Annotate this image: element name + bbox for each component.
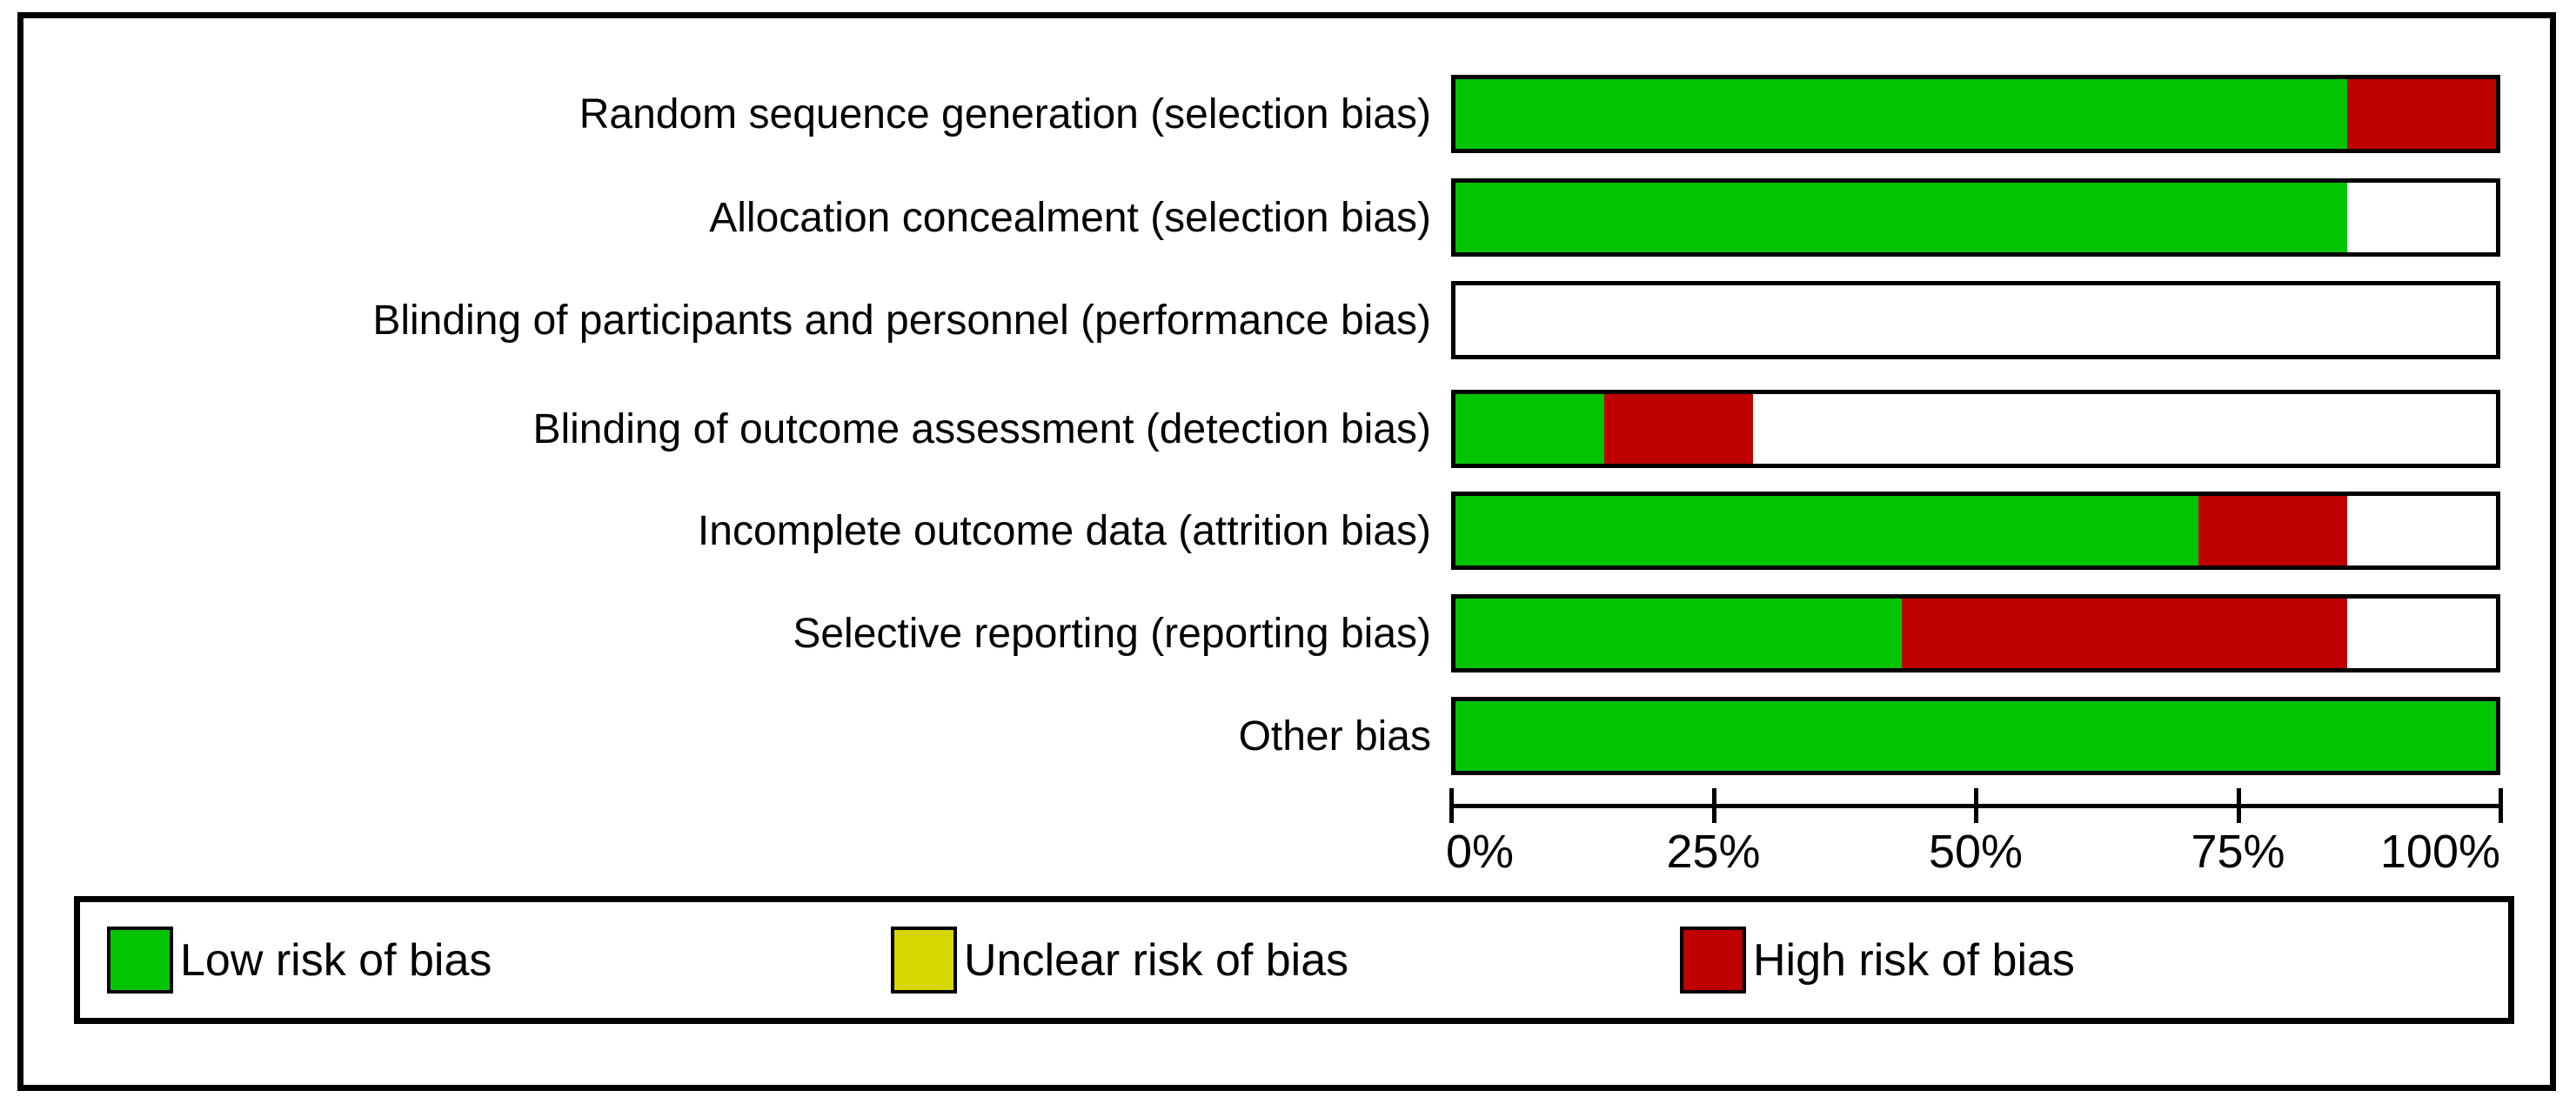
bias-row-label: Blinding of outcome assessment (detectio… (532, 405, 1431, 452)
legend-item-high-risk: High risk of bias (1680, 902, 2075, 1018)
legend-swatch-low-risk (107, 927, 173, 994)
axis-tick-label: 50% (1928, 826, 2024, 878)
bias-row: Selective reporting (reporting bias) (0, 594, 2576, 672)
axis-tick-label: 25% (1666, 826, 1761, 878)
axis-tick (2236, 788, 2241, 823)
bar-segment-low-risk (1455, 496, 2199, 565)
bias-row: Incomplete outcome data (attrition bias) (0, 492, 2576, 570)
bar-segment-low-risk (1455, 183, 2348, 252)
bias-bar (1451, 281, 2500, 359)
bias-row: Other bias (0, 697, 2576, 775)
axis-tick (1974, 788, 1978, 823)
legend-item-low-risk: Low risk of bias (107, 902, 492, 1018)
bias-row-label: Blinding of participants and personnel (… (372, 297, 1431, 344)
bias-bar (1451, 75, 2500, 153)
bias-row: Blinding of participants and personnel (… (0, 281, 2576, 359)
legend-swatch-unclear-risk (891, 927, 957, 994)
bias-bar (1451, 492, 2500, 570)
bar-segment-high-risk (1603, 394, 1753, 464)
axis-tick-label: 0% (1446, 826, 1515, 878)
bias-row-label: Allocation concealment (selection bias) (709, 194, 1431, 241)
bar-segment-low-risk (1455, 79, 2348, 149)
legend-item-unclear-risk: Unclear risk of bias (891, 902, 1348, 1018)
legend-label: Low risk of bias (180, 934, 492, 986)
legend-swatch-high-risk (1680, 927, 1746, 994)
bar-segment-high-risk (1901, 599, 2348, 668)
bar-segment-high-risk (2347, 79, 2496, 149)
bar-segment-low-risk (1455, 599, 1902, 668)
bar-segment-low-risk (1455, 394, 1604, 464)
axis-tick (1449, 788, 1454, 823)
axis-tick (1711, 788, 1716, 823)
bias-row-label: Selective reporting (reporting bias) (793, 610, 1431, 657)
bias-row: Blinding of outcome assessment (detectio… (0, 390, 2576, 468)
legend: Low risk of bias Unclear risk of bias High… (74, 896, 2514, 1024)
axis-tick-label: 75% (2191, 826, 2285, 878)
axis-tick-label: 100% (2379, 826, 2500, 878)
bias-row-label: Random sequence generation (selection bi… (579, 90, 1431, 137)
bar-segment-low-risk (1455, 701, 2496, 771)
axis-tick (2499, 788, 2503, 823)
bias-row: Random sequence generation (selection bi… (0, 75, 2576, 153)
bias-row-label: Incomplete outcome data (attrition bias) (697, 507, 1431, 554)
bias-row-label: Other bias (1238, 713, 1431, 759)
bias-bar (1451, 594, 2500, 672)
bias-bar (1451, 697, 2500, 775)
bar-segment-high-risk (2198, 496, 2348, 565)
bias-bar (1451, 390, 2500, 468)
legend-label: High risk of bias (1753, 934, 2075, 986)
bias-bar (1451, 178, 2500, 257)
bias-row: Allocation concealment (selection bias) (0, 178, 2576, 257)
legend-label: Unclear risk of bias (964, 934, 1349, 986)
